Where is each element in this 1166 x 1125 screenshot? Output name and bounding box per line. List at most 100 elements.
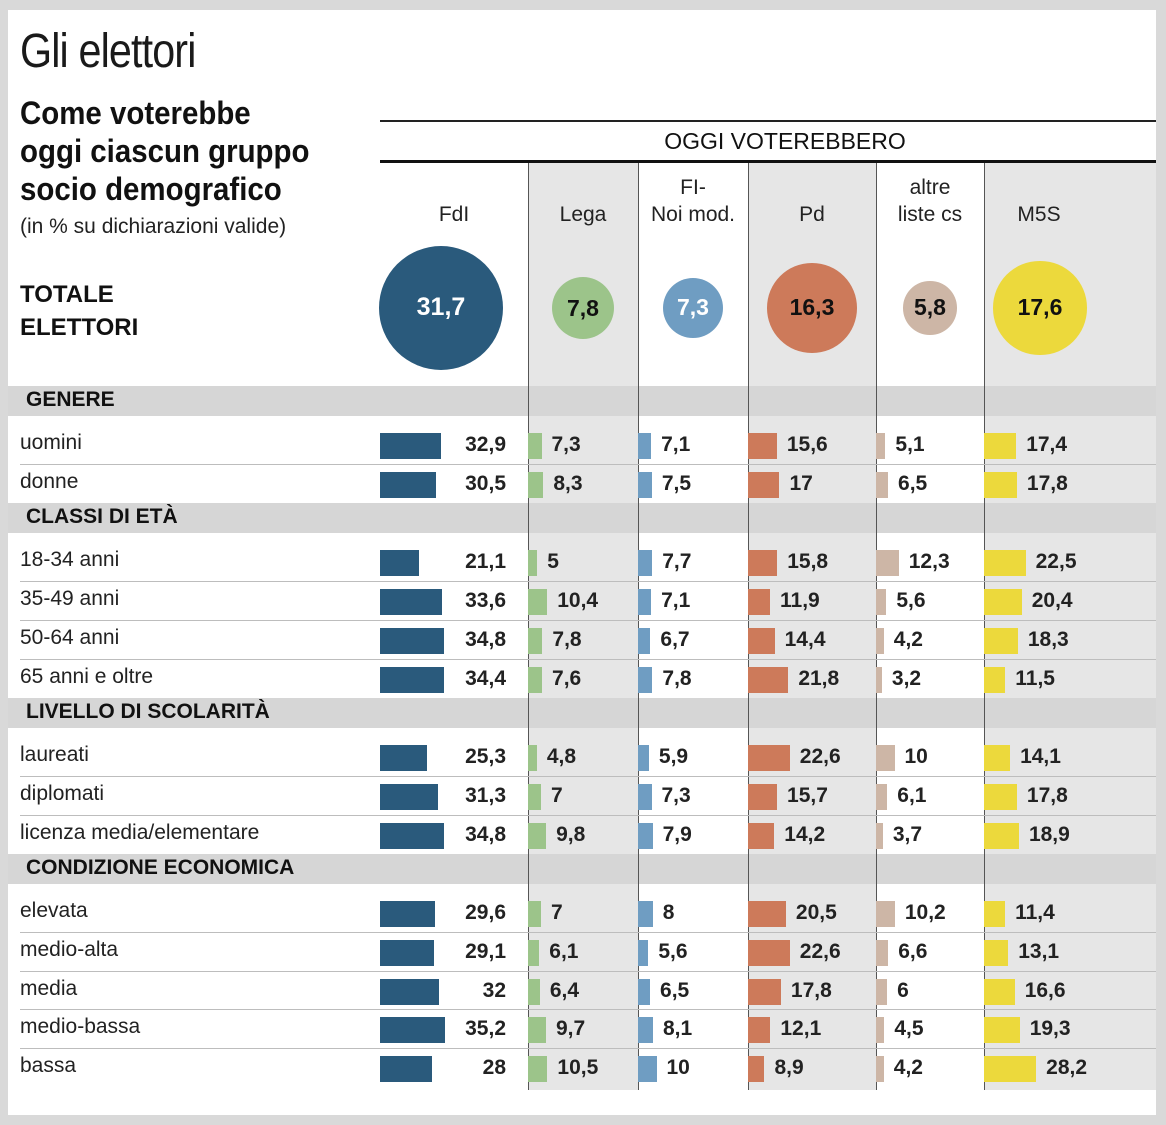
value-label-pd: 22,6 <box>799 940 841 963</box>
bar-fdi <box>380 433 441 459</box>
chart-title: Gli elettori <box>20 25 196 78</box>
value-label-altre: 12,3 <box>908 550 950 574</box>
bar-fdi <box>380 471 437 498</box>
bar-fi <box>638 783 652 810</box>
value-label-altre: 3,7 <box>892 822 923 846</box>
section-title: GENERE <box>26 388 115 411</box>
bar-lega <box>528 745 537 772</box>
value-label-fi: 6,5 <box>660 978 690 1002</box>
bar-pd <box>748 589 770 616</box>
value-label-fdi: 28 <box>482 1056 506 1080</box>
column-header-altre: altre liste cs <box>897 176 963 226</box>
value-label-lega: 7,3 <box>551 433 581 456</box>
bar-m5s <box>984 822 1019 849</box>
bar-lega <box>528 1017 546 1044</box>
row-label: medio-bassa <box>20 1015 141 1039</box>
bar-altre <box>876 940 889 966</box>
bar-m5s <box>984 589 1022 616</box>
bar-lega <box>528 471 544 498</box>
bar-fi <box>638 550 653 577</box>
value-label-m5s: 17,4 <box>1026 433 1068 456</box>
header-top-rule <box>380 120 1156 122</box>
value-label-lega: 4,8 <box>546 745 577 769</box>
value-label-m5s: 11,5 <box>1015 666 1055 690</box>
bar-fi <box>638 589 652 616</box>
value-label-altre: 4,5 <box>894 1017 924 1041</box>
value-label-altre: 6,5 <box>898 471 928 495</box>
column-header-fi: FI- Noi mod. <box>650 176 736 226</box>
bar-fdi <box>380 978 440 1005</box>
chart-subtitle: Come voterebbe oggi ciascun gruppo socio… <box>20 95 310 207</box>
bar-fi <box>638 666 653 693</box>
bar-m5s <box>984 471 1017 498</box>
value-label-fi: 8,1 <box>662 1017 693 1041</box>
value-label-fi: 10 <box>666 1056 690 1080</box>
value-label-fi: 5,9 <box>658 745 689 769</box>
section-title: LIVELLO DI SCOLARITÀ <box>26 700 270 724</box>
value-label-fi: 7,7 <box>662 550 692 574</box>
bar-pd <box>748 783 778 810</box>
value-label-fdi: 35,2 <box>465 1017 506 1041</box>
bar-altre <box>876 822 883 849</box>
row-separator <box>20 775 1156 777</box>
value-label-fi: 7,5 <box>661 471 692 495</box>
header-bottom-rule <box>380 160 1156 163</box>
column-separator <box>528 163 529 1090</box>
section-title: CONDIZIONE ECONOMICA <box>26 856 295 880</box>
row-label: elevata <box>20 899 88 923</box>
bar-pd <box>748 627 775 654</box>
bar-m5s <box>984 1056 1037 1083</box>
row-separator <box>20 1009 1156 1011</box>
section-band: GENERE <box>8 386 1156 416</box>
chart-card: Gli elettori Come voterebbe oggi ciascun… <box>8 10 1156 1115</box>
total-circle-lega: 7,8 <box>552 277 614 339</box>
value-label-m5s: 13,1 <box>1018 940 1060 963</box>
bar-lega <box>528 1056 548 1083</box>
value-label-m5s: 17,8 <box>1026 471 1068 495</box>
bar-lega <box>528 783 541 810</box>
bar-fi <box>638 978 651 1005</box>
total-circle-fi: 7,3 <box>663 278 723 338</box>
bar-m5s <box>984 901 1006 928</box>
bar-m5s <box>984 1017 1020 1044</box>
bar-fdi <box>380 1017 446 1044</box>
bar-altre <box>876 783 888 810</box>
value-label-altre: 4,2 <box>893 1056 923 1080</box>
bar-fi <box>638 433 652 459</box>
value-label-m5s: 16,6 <box>1024 978 1066 1002</box>
bar-pd <box>748 433 777 459</box>
bar-lega <box>528 433 542 459</box>
column-header-lega: Lega <box>559 203 607 226</box>
bar-lega <box>528 627 543 654</box>
bar-lega <box>528 940 540 966</box>
section-band: CLASSI DI ETÀ <box>8 503 1156 534</box>
value-label-fdi: 29,6 <box>465 901 506 925</box>
row-separator <box>20 581 1156 583</box>
bar-m5s <box>984 783 1017 810</box>
value-label-lega: 8,3 <box>553 471 583 495</box>
bar-altre <box>876 627 884 654</box>
value-label-fi: 7,8 <box>662 666 692 690</box>
bar-altre <box>876 745 895 772</box>
header-group-label: OGGI VOTEREBBERO <box>664 128 906 154</box>
value-label-lega: 5 <box>547 550 559 574</box>
bar-altre <box>876 471 889 498</box>
value-label-pd: 14,4 <box>784 627 826 651</box>
value-label-fdi: 21,1 <box>465 550 506 574</box>
value-label-fdi: 34,8 <box>465 627 506 651</box>
bar-m5s <box>984 627 1018 654</box>
value-label-pd: 15,7 <box>787 783 828 807</box>
row-label: laureati <box>20 743 89 767</box>
row-separator <box>20 1048 1156 1050</box>
value-label-fdi: 34,8 <box>465 822 506 846</box>
bar-fi <box>638 627 651 654</box>
row-label: 18-34 anni <box>20 548 120 572</box>
value-label-fdi: 29,1 <box>465 940 506 963</box>
value-label-altre: 6,1 <box>897 783 927 807</box>
value-label-pd: 11,9 <box>780 589 820 613</box>
total-label: TOTALE ELETTORI <box>20 281 139 341</box>
value-label-pd: 15,8 <box>787 550 829 574</box>
bar-lega <box>528 666 543 693</box>
value-label-m5s: 18,9 <box>1028 822 1070 846</box>
value-label-fi: 7,1 <box>661 589 691 613</box>
